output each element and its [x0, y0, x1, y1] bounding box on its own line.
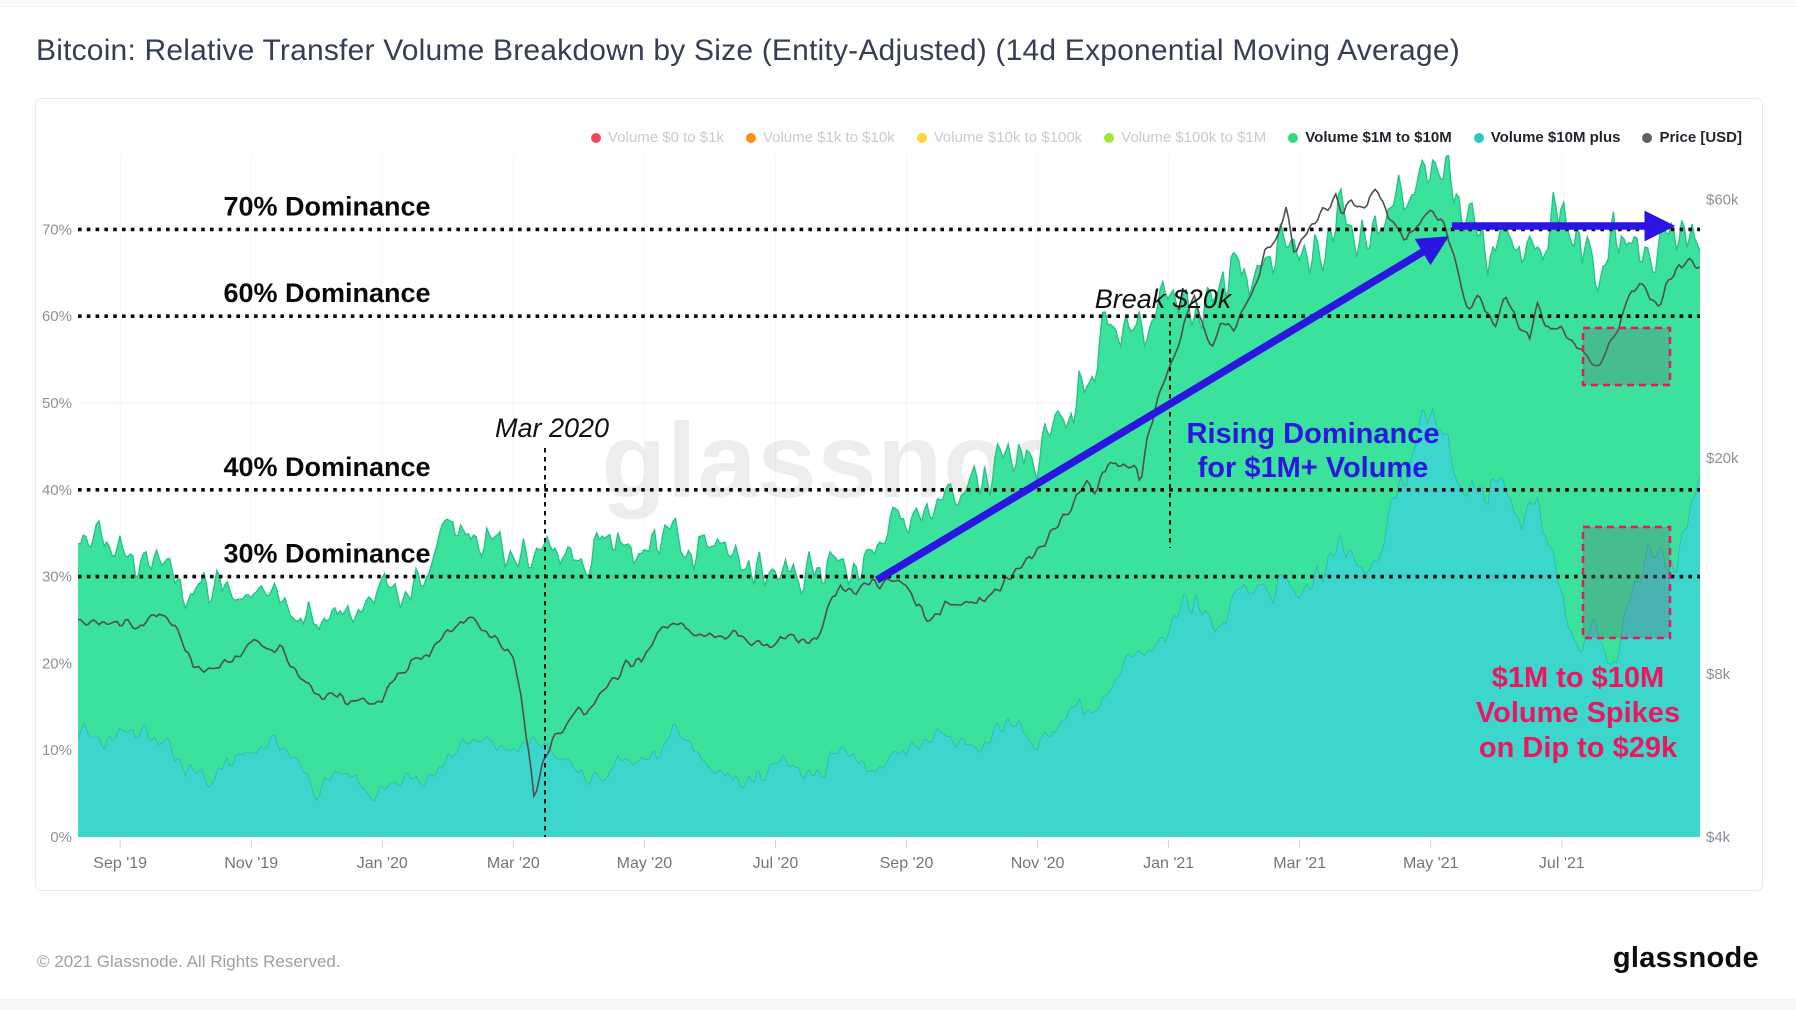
x-tick-label: Nov '20 — [1011, 855, 1065, 872]
event-label: Break $20k — [1095, 284, 1233, 314]
glassnode-logo: glassnode — [1612, 942, 1759, 974]
annotation-text: $1M to $10M — [1492, 662, 1664, 694]
legend-item-volume-1m-to-10m[interactable]: Volume $1M to $10M — [1288, 129, 1452, 146]
top-strip — [0, 0, 1796, 7]
y-left-tick-label: 70% — [42, 221, 72, 238]
y-left-tick-label: 60% — [42, 308, 72, 325]
legend-dot-icon — [1288, 132, 1299, 143]
legend-item-volume-0-to-1k[interactable]: Volume $0 to $1k — [591, 129, 724, 146]
annotation-text: Volume Spikes — [1476, 697, 1680, 729]
y-right-tick-label: $4k — [1706, 829, 1731, 846]
y-left-tick-label: 0% — [50, 829, 72, 846]
dominance-label-60: 60% Dominance — [223, 278, 430, 308]
page-title: Bitcoin: Relative Transfer Volume Breakd… — [36, 34, 1460, 67]
y-left-tick-label: 50% — [42, 395, 72, 412]
legend-item-label: Volume $10M plus — [1490, 129, 1621, 146]
y-left-tick-label: 20% — [42, 655, 72, 672]
legend-item-label: Volume $100k to $1M — [1121, 129, 1267, 146]
x-tick-label: Jan '20 — [357, 855, 408, 872]
x-tick-label: May '20 — [617, 855, 673, 872]
x-tick-label: Jan '21 — [1143, 855, 1194, 872]
legend-dot-icon — [745, 132, 756, 143]
copyright-text: © 2021 Glassnode. All Rights Reserved. — [37, 952, 341, 971]
legend-dot-icon — [1642, 132, 1653, 143]
price-line[interactable] — [78, 188, 1700, 799]
legend-item-volume-10m-plus[interactable]: Volume $10M plus — [1473, 129, 1621, 146]
legend-item-label: Volume $10k to $100k — [933, 129, 1083, 146]
annotation-text: on Dip to $29k — [1479, 732, 1678, 764]
y-left-tick-label: 30% — [42, 569, 72, 586]
legend-item-label: Volume $1k to $10k — [762, 129, 895, 146]
annotation-text: Rising Dominance — [1187, 418, 1440, 450]
annotation-text: for $1M+ Volume — [1198, 452, 1429, 484]
highlight-box — [1581, 326, 1672, 387]
legend-item-volume-1k-to-10k[interactable]: Volume $1k to $10k — [745, 129, 895, 146]
x-tick-label: Mar '21 — [1273, 855, 1326, 872]
dominance-label-70: 70% Dominance — [223, 191, 430, 221]
legend-dot-icon — [916, 132, 927, 143]
legend-item-label: Volume $1M to $10M — [1305, 129, 1452, 146]
legend-item-price-usd-[interactable]: Price [USD] — [1642, 129, 1742, 146]
y-right-tick-label: $60k — [1706, 192, 1739, 209]
x-tick-label: May '21 — [1403, 855, 1459, 872]
y-left-tick-label: 10% — [42, 742, 72, 759]
x-tick-label: Mar '20 — [487, 855, 540, 872]
x-tick-label: Jul '21 — [1539, 855, 1585, 872]
legend-item-volume-10k-to-100k[interactable]: Volume $10k to $100k — [916, 129, 1083, 146]
dominance-label-30: 30% Dominance — [223, 539, 430, 569]
x-tick-label: Nov '19 — [224, 855, 278, 872]
legend-dot-icon — [1473, 132, 1484, 143]
y-right-tick-label: $8k — [1706, 666, 1731, 683]
x-tick-label: Sep '19 — [93, 855, 147, 872]
y-left-tick-label: 40% — [42, 482, 72, 499]
chart-legend: Volume $0 to $1k Volume $1k to $10k Volume… — [591, 129, 1742, 146]
legend-item-volume-100k-to-1m[interactable]: Volume $100k to $1M — [1104, 129, 1266, 146]
dominance-label-40: 40% Dominance — [223, 452, 430, 482]
legend-dot-icon — [591, 132, 602, 143]
x-tick-label: Sep '20 — [880, 855, 934, 872]
y-right-tick-label: $20k — [1706, 450, 1739, 467]
legend-item-label: Price [USD] — [1659, 129, 1742, 146]
highlight-box — [1581, 525, 1672, 640]
trend-arrow — [875, 236, 1449, 584]
x-tick-label: Jul '20 — [753, 855, 799, 872]
legend-item-label: Volume $0 to $1k — [608, 129, 724, 146]
bottom-strip — [0, 999, 1796, 1010]
area-volume-10m-plus[interactable] — [78, 407, 1700, 837]
event-label: Mar 2020 — [495, 413, 609, 443]
legend-dot-icon — [1104, 132, 1115, 143]
